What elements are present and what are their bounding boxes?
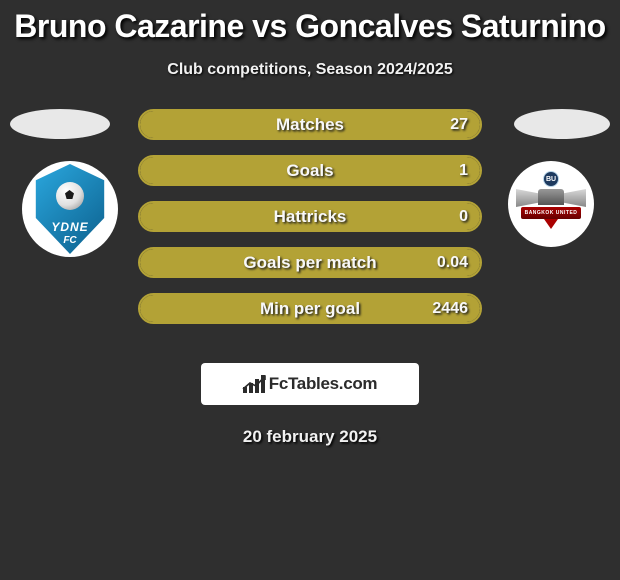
club-right-bar-text: BANGKOK UNITED <box>521 207 581 219</box>
club-right-logo: BU BANGKOK UNITED <box>508 161 594 247</box>
stat-label: Min per goal <box>260 299 360 319</box>
stat-bar-matches: Matches 27 <box>138 109 482 140</box>
club-left-logo: YDNE FC <box>22 161 118 257</box>
brand-text: FcTables.com <box>269 374 378 394</box>
stat-label: Hattricks <box>274 207 347 227</box>
bar-chart-icon <box>243 375 265 393</box>
stat-bar-hattricks: Hattricks 0 <box>138 201 482 232</box>
stat-value-right: 0 <box>459 208 468 226</box>
club-left-text-top: YDNE <box>32 220 108 234</box>
stats-column: Matches 27 Goals 1 Hattricks 0 Goals per… <box>138 109 482 339</box>
stat-label: Goals per match <box>243 253 376 273</box>
stat-bar-min-per-goal: Min per goal 2446 <box>138 293 482 324</box>
club-right-badge: BU <box>543 171 559 187</box>
stat-label: Matches <box>276 115 344 135</box>
date-line: 20 february 2025 <box>0 427 620 447</box>
player-right-avatar <box>514 109 610 139</box>
stat-bar-goals: Goals 1 <box>138 155 482 186</box>
stat-bar-goals-per-match: Goals per match 0.04 <box>138 247 482 278</box>
stat-value-right: 1 <box>459 162 468 180</box>
subtitle: Club competitions, Season 2024/2025 <box>0 61 620 79</box>
player-left-avatar <box>10 109 110 139</box>
stat-value-right: 2446 <box>432 300 468 318</box>
club-left-text-bottom: FC <box>32 235 108 246</box>
stat-label: Goals <box>286 161 333 181</box>
page-title: Bruno Cazarine vs Goncalves Saturnino <box>0 8 620 45</box>
stat-value-right: 0.04 <box>437 254 468 272</box>
brand-box[interactable]: FcTables.com <box>201 363 419 405</box>
stat-value-right: 27 <box>450 116 468 134</box>
comparison-area: YDNE FC BU BANGKOK UNITED Matches 27 <box>0 109 620 339</box>
